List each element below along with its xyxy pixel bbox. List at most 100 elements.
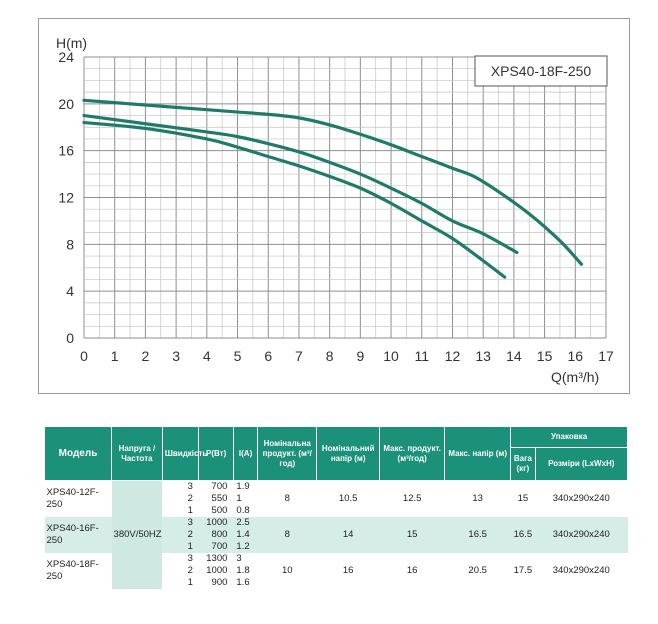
power-value: 550 xyxy=(211,493,228,504)
power-value: 900 xyxy=(211,577,228,588)
x-tick-label: 7 xyxy=(295,348,303,364)
table-row: 2 550 1 xyxy=(45,493,628,505)
model-name: XPS40-18F-250 xyxy=(46,559,99,582)
grid xyxy=(83,56,607,339)
header-model: Модель xyxy=(43,426,113,481)
nominal-head-value: 10.5 xyxy=(338,493,358,504)
speed-value: 2 xyxy=(187,493,193,504)
power-value: 1000 xyxy=(198,517,234,529)
x-tick-label: 13 xyxy=(475,348,491,364)
speed-value: 3 xyxy=(187,481,193,492)
dimensions-value: 340x290x240 xyxy=(552,565,610,576)
table-row: 2 1000 1.8 xyxy=(45,565,628,577)
header-max-head: Макс. напір (м) xyxy=(444,426,512,481)
performance-curve-1 xyxy=(82,98,584,266)
max-head-value: 20.5 xyxy=(468,565,487,576)
table-row: 1 700 1.2 xyxy=(45,541,628,553)
x-tick-label: 9 xyxy=(356,348,364,364)
table-row: 1 900 1.6 xyxy=(45,577,628,589)
header-max-flow: Макс. продукт. (м³/год) xyxy=(379,426,446,481)
speed-value: 3 xyxy=(162,517,199,529)
y-tick-label: 4 xyxy=(66,283,74,299)
max-flow-value: 12.5 xyxy=(402,493,422,504)
weight-value: 16.5 xyxy=(510,517,536,553)
weight-value: 17.5 xyxy=(513,565,533,576)
speed-value: 2 xyxy=(187,565,193,576)
model-label-box xyxy=(474,55,608,87)
table-row: XPS40-18F-250 3 1300 3 10 16 16 20.5 17.… xyxy=(45,553,628,582)
x-tick-label: 16 xyxy=(568,348,584,364)
table-row: 2 800 1.4 xyxy=(45,529,628,541)
speed-value: 2 xyxy=(162,529,199,541)
model-label: XPS40-18F-250 xyxy=(491,63,592,79)
performance-curve-2 xyxy=(82,113,519,255)
current-value: 1.8 xyxy=(236,565,250,576)
power-value: 700 xyxy=(198,541,234,553)
voltage-value: 380V/50HZ xyxy=(111,480,163,589)
nominal-flow-value: 8 xyxy=(284,493,290,504)
y-tick-label: 16 xyxy=(58,143,74,159)
power-value: 1000 xyxy=(206,565,228,576)
dimensions-value: 340x290x240 xyxy=(552,493,610,504)
y-tick-label: 12 xyxy=(58,190,74,206)
y-axis-title: H(m) xyxy=(56,35,87,51)
performance-curve-3 xyxy=(82,120,507,279)
x-tick-label: 3 xyxy=(172,348,180,364)
header-voltage: Напруга /Частота xyxy=(111,426,163,481)
x-axis-title: Q(m³/h) xyxy=(551,369,599,385)
table-row: 1 500 0.8 xyxy=(45,505,628,517)
nominal-flow-value: 10 xyxy=(281,565,293,576)
header-nominal-flow: Номінальна продукт. (м³/год) xyxy=(257,426,318,481)
weight-value: 15 xyxy=(517,493,529,504)
x-tick-label: 6 xyxy=(264,348,272,364)
x-tick-label: 8 xyxy=(326,348,334,364)
power-value: 800 xyxy=(198,529,234,541)
speed-value: 1 xyxy=(187,505,193,516)
x-tick-label: 14 xyxy=(506,348,522,364)
x-tick-label: 10 xyxy=(383,348,399,364)
nominal-flow-value: 8 xyxy=(257,517,317,553)
header-packing: Упаковка xyxy=(510,426,628,448)
spec-table: Модель Напруга /Частота Швидкість P(Вт) … xyxy=(43,426,629,589)
current-value: 1.2 xyxy=(233,541,258,553)
x-tick-label: 0 xyxy=(80,348,88,364)
y-tick-label: 8 xyxy=(66,236,74,252)
x-tick-label: 15 xyxy=(537,348,553,364)
current-value: 1.9 xyxy=(236,481,250,492)
header-power: P(Вт) xyxy=(198,426,234,481)
current-value: 3 xyxy=(236,553,242,564)
x-tick-label: 17 xyxy=(598,348,614,364)
header-dimensions: Розміри (LxWxH) xyxy=(534,447,629,481)
speed-value: 1 xyxy=(162,541,199,553)
max-head-value: 13 xyxy=(472,493,483,504)
x-tick-label: 11 xyxy=(414,348,429,364)
current-value: 2.5 xyxy=(233,517,258,529)
x-tick-label: 2 xyxy=(142,348,150,364)
model-name: XPS40-16F-250 xyxy=(44,517,112,553)
power-value: 1300 xyxy=(206,553,228,564)
y-tick-label: 0 xyxy=(66,330,74,346)
header-current: I(A) xyxy=(232,426,259,481)
max-flow-value: 15 xyxy=(379,517,445,553)
dimensions-value: 340x290x240 xyxy=(535,517,628,553)
max-head-value: 16.5 xyxy=(444,517,511,553)
header-nominal-head: Номінальний напір (м) xyxy=(316,426,381,481)
current-value: 0.8 xyxy=(236,505,250,516)
speed-value: 1 xyxy=(187,577,193,588)
max-flow-value: 16 xyxy=(406,565,418,576)
x-tick-label: 5 xyxy=(234,348,242,364)
x-tick-label: 4 xyxy=(203,348,211,364)
power-value: 700 xyxy=(211,481,228,492)
current-value: 1.6 xyxy=(236,577,250,588)
y-tick-label: 24 xyxy=(58,49,74,65)
y-tick-label: 20 xyxy=(58,96,74,112)
current-value: 1 xyxy=(236,493,242,504)
current-value: 1.4 xyxy=(233,529,258,541)
x-tick-label: 1 xyxy=(111,348,119,364)
header-speed: Швидкість xyxy=(161,426,207,481)
nominal-head-value: 14 xyxy=(316,517,380,553)
table-row: XPS40-12F-250 380V/50HZ 3 700 1.9 8 10.5… xyxy=(45,480,628,589)
curves xyxy=(82,98,584,279)
